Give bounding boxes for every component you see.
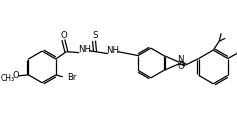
Text: O: O	[12, 71, 19, 80]
Text: Br: Br	[67, 73, 76, 82]
Text: S: S	[92, 31, 98, 40]
Text: NH: NH	[106, 46, 119, 55]
Text: CH₃: CH₃	[0, 74, 15, 83]
Text: O: O	[61, 31, 68, 40]
Text: N: N	[177, 55, 183, 64]
Text: NH: NH	[78, 45, 91, 54]
Text: O: O	[178, 62, 184, 71]
